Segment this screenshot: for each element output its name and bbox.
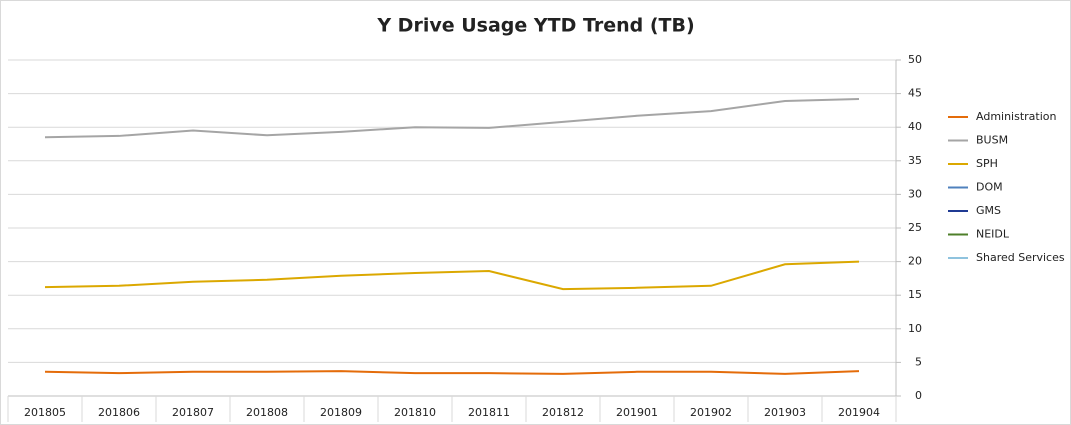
x-tick-label: 201805 [24,406,66,419]
x-tick-label: 201807 [172,406,214,419]
y-tick-label: 15 [908,288,922,301]
y-tick-label: 5 [915,355,922,368]
x-tick-label: 201808 [246,406,288,419]
y-tick-label: 50 [908,53,922,66]
series-line [44,97,860,139]
x-tick-label: 201901 [616,406,658,419]
x-tick-label: 201806 [98,406,140,419]
y-tick-label: 20 [908,255,922,268]
series-line [44,370,860,375]
x-tick-label: 201902 [690,406,732,419]
legend-label: Shared Services [976,251,1065,264]
series-line [44,260,860,291]
y-tick-label: 40 [908,120,922,133]
legend-label: SPH [976,157,998,170]
x-tick-label: 201810 [394,406,436,419]
legend-label: BUSM [976,134,1008,147]
y-tick-label: 35 [908,154,922,167]
x-tick-label: 201903 [764,406,806,419]
chart-title: Y Drive Usage YTD Trend (TB) [376,15,694,37]
x-tick-label: 201904 [838,406,880,419]
legend-label: GMS [976,204,1001,217]
legend-label: Administration [976,110,1057,123]
x-tick-label: 201811 [468,406,510,419]
y-tick-label: 25 [908,221,922,234]
y-tick-label: 30 [908,187,922,200]
y-tick-label: 0 [915,389,922,402]
x-tick-label: 201812 [542,406,584,419]
y-tick-label: 45 [908,87,922,100]
x-tick-label: 201809 [320,406,362,419]
legend-label: NEIDL [976,228,1010,241]
y-tick-label: 10 [908,322,922,335]
legend-label: DOM [976,181,1003,194]
